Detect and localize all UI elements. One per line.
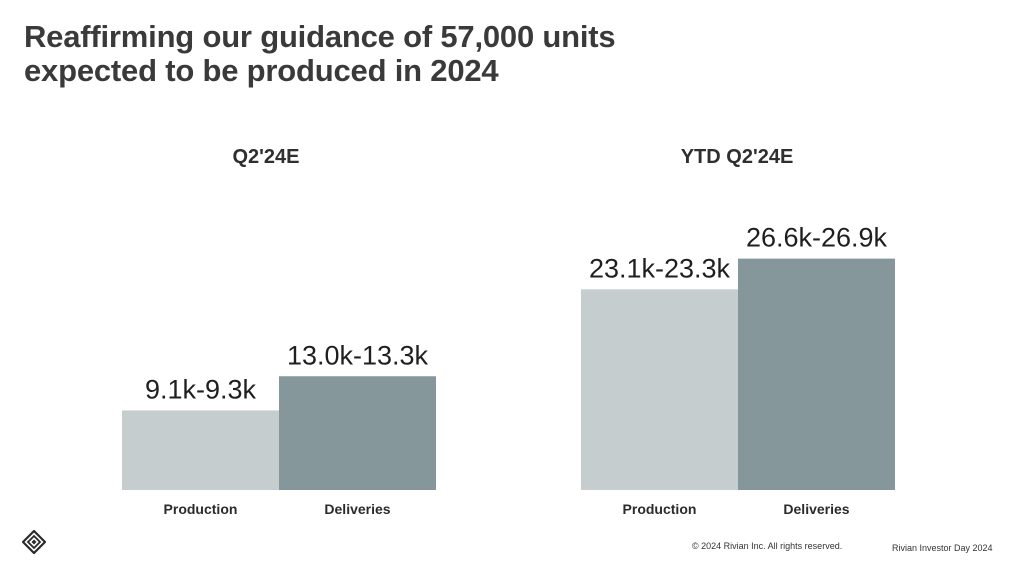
ytd-chart-data-label-production: 23.1k-23.3k (589, 253, 731, 283)
rivian-compass-icon (22, 530, 46, 554)
ytd-chart-category-label-deliveries: Deliveries (783, 501, 849, 517)
q2-chart-data-label-production: 9.1k-9.3k (145, 374, 257, 404)
page-title: Reaffirming our guidance of 57,000 units… (24, 20, 784, 88)
q2-chart-data-label-deliveries: 13.0k-13.3k (287, 340, 429, 370)
footer-copyright: © 2024 Rivian Inc. All rights reserved. (692, 541, 843, 551)
q2-chart-title: Q2'24E (232, 146, 299, 168)
footer-event-name: Rivian Investor Day 2024 (892, 543, 993, 553)
q2-chart-bar-deliveries (279, 376, 436, 490)
ytd-chart-data-label-deliveries: 26.6k-26.9k (746, 223, 888, 253)
q2-chart-category-label-production: Production (164, 501, 238, 517)
page-title-line-1: Reaffirming our guidance of 57,000 units (24, 19, 616, 54)
ytd-chart-bar-production (581, 289, 738, 490)
ytd-chart-bar-deliveries (738, 258, 895, 490)
page-title-line-2: expected to be produced in 2024 (24, 53, 499, 88)
ytd-chart-category-label-production: Production (623, 501, 697, 517)
ytd-chart-title: YTD Q2'24E (681, 146, 794, 168)
q2-chart-bar-production (122, 410, 279, 490)
q2-chart-category-label-deliveries: Deliveries (324, 501, 390, 517)
